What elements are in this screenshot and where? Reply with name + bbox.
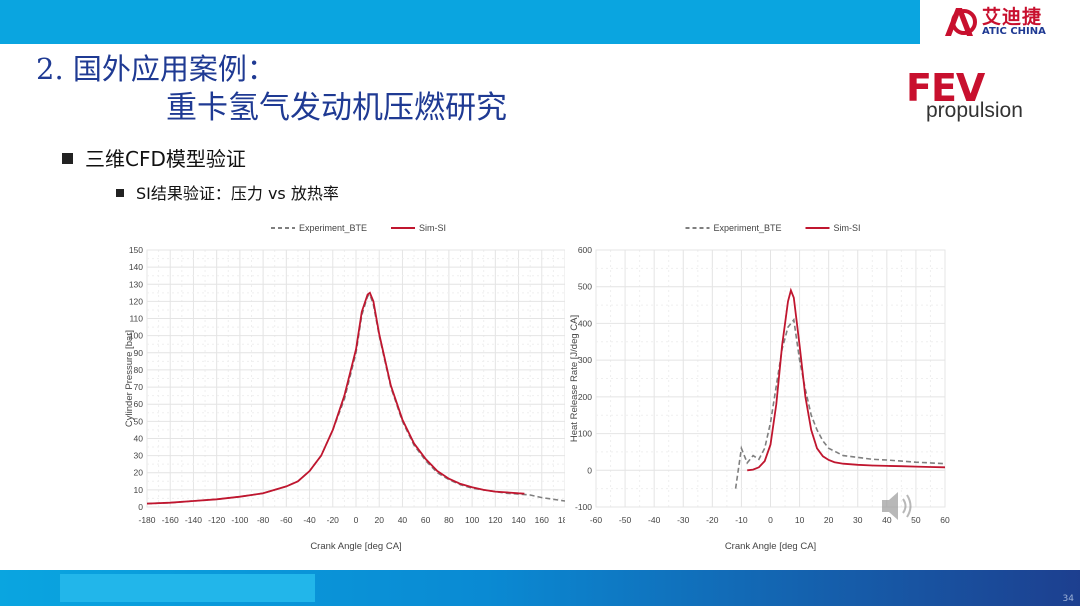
x-tick-label: -140 <box>185 515 202 525</box>
y-tick-label: 90 <box>134 348 144 358</box>
slide-title-line1: 2. 国外应用案例： <box>36 52 276 86</box>
y-tick-label: 120 <box>129 296 143 306</box>
pressure-chart-svg: -180 -160 -140 -120 -100 -80 -60 -40 -20 0 20 40 60 8… <box>124 223 572 552</box>
y-tick-label: 300 <box>578 355 592 365</box>
brand-name-en: ATIC CHINA <box>982 26 1046 37</box>
x-tick-label: 50 <box>911 515 921 525</box>
x-tick-label: 20 <box>374 515 384 525</box>
page-number: 34 <box>1062 594 1074 604</box>
x-tick-label: -40 <box>648 515 661 525</box>
x-tick-label: -30 <box>677 515 690 525</box>
x-tick-label: 120 <box>488 515 502 525</box>
y-tick-label: -100 <box>575 502 592 512</box>
series-line-sim-si <box>146 291 525 505</box>
brand-logo: 艾迪捷 ATIC CHINA <box>920 0 1080 44</box>
x-tick-label: -50 <box>619 515 632 525</box>
y-tick-label: 20 <box>134 468 144 478</box>
x-tick-label: 160 <box>535 515 549 525</box>
x-tick-label: 180 <box>558 515 565 525</box>
y-tick-label: 110 <box>129 314 143 324</box>
bullet-square-icon <box>62 153 73 164</box>
x-tick-label: 20 <box>824 515 834 525</box>
y-tick-label: 80 <box>134 365 144 375</box>
x-tick-label: 10 <box>795 515 805 525</box>
y-tick-label: 0 <box>587 465 592 475</box>
bottom-banner-accent <box>60 574 315 602</box>
y-tick-label: 130 <box>129 279 143 289</box>
top-banner: 艾迪捷 ATIC CHINA <box>0 0 1080 44</box>
x-tick-label: 40 <box>882 515 892 525</box>
x-tick-label: -20 <box>327 515 340 525</box>
y-axis-label: Heat Release Rate [J/deg CA] <box>569 315 580 442</box>
y-tick-label: 600 <box>578 245 592 255</box>
legend-entry: Sim-SI <box>419 223 446 233</box>
y-tick-label: 70 <box>134 382 144 392</box>
y-tick-label: 50 <box>134 416 144 426</box>
legend-entry: Sim-SI <box>834 223 861 233</box>
bullet-level1: 三维CFD模型验证 <box>62 143 246 172</box>
x-tick-label: -80 <box>257 515 270 525</box>
fev-logo: FEV <box>906 66 985 110</box>
y-tick-label: 40 <box>134 433 144 443</box>
speaker-icon[interactable] <box>878 488 918 524</box>
x-tick-label: -120 <box>208 515 225 525</box>
x-tick-label: -180 <box>138 515 155 525</box>
y-tick-label: 200 <box>578 392 592 402</box>
legend-entry: Experiment_BTE <box>299 223 367 233</box>
y-tick-label: 60 <box>134 399 144 409</box>
bottom-banner: 34 <box>0 570 1080 606</box>
y-tick-label: 100 <box>578 429 592 439</box>
x-tick-label: -40 <box>303 515 316 525</box>
legend-entry: Experiment_BTE <box>714 223 782 233</box>
x-tick-label: 140 <box>511 515 525 525</box>
y-tick-label: 500 <box>578 282 592 292</box>
y-axis-label: Cylinder Pressure [bar] <box>124 330 135 427</box>
x-tick-label: -20 <box>706 515 719 525</box>
brand-name-cn: 艾迪捷 <box>982 6 1043 28</box>
x-tick-label: 100 <box>465 515 479 525</box>
x-tick-label: -60 <box>280 515 293 525</box>
x-tick-label: 40 <box>398 515 408 525</box>
bullet-square-icon <box>116 189 124 197</box>
x-tick-label: 80 <box>444 515 454 525</box>
y-tick-label: 0 <box>138 502 143 512</box>
x-tick-label: -60 <box>590 515 603 525</box>
x-axis-label: Crank Angle [deg CA] <box>310 541 401 552</box>
x-tick-label: 60 <box>421 515 431 525</box>
x-tick-label: -100 <box>231 515 248 525</box>
y-tick-label: 100 <box>129 331 143 341</box>
y-tick-label: 30 <box>134 451 144 461</box>
x-tick-label: 0 <box>354 515 359 525</box>
bullet-level2: SI结果验证：压力 vs 放热率 <box>116 180 339 204</box>
x-tick-label: 30 <box>853 515 863 525</box>
pressure-chart: -180 -160 -140 -120 -100 -80 -60 -40 -20 0 20 40 60 8… <box>120 215 572 559</box>
x-tick-label: 60 <box>940 515 950 525</box>
x-tick-label: 0 <box>768 515 773 525</box>
atic-logo-icon <box>945 8 977 36</box>
y-tick-label: 10 <box>134 485 144 495</box>
y-tick-label: 140 <box>129 262 143 272</box>
series-line-sim-si <box>747 287 946 472</box>
y-tick-label: 150 <box>129 245 143 255</box>
x-tick-label: -160 <box>162 515 179 525</box>
x-axis-label: Crank Angle [deg CA] <box>725 541 816 552</box>
y-tick-label: 400 <box>578 318 592 328</box>
x-tick-label: -10 <box>735 515 748 525</box>
bullet-level1-text: 三维CFD模型验证 <box>85 147 246 171</box>
fev-logo-subtitle: propulsion <box>926 99 1023 122</box>
bullet-level2-text: SI结果验证：压力 vs 放热率 <box>136 184 339 203</box>
slide-title-line2: 重卡氢气发动机压燃研究 <box>166 90 507 126</box>
